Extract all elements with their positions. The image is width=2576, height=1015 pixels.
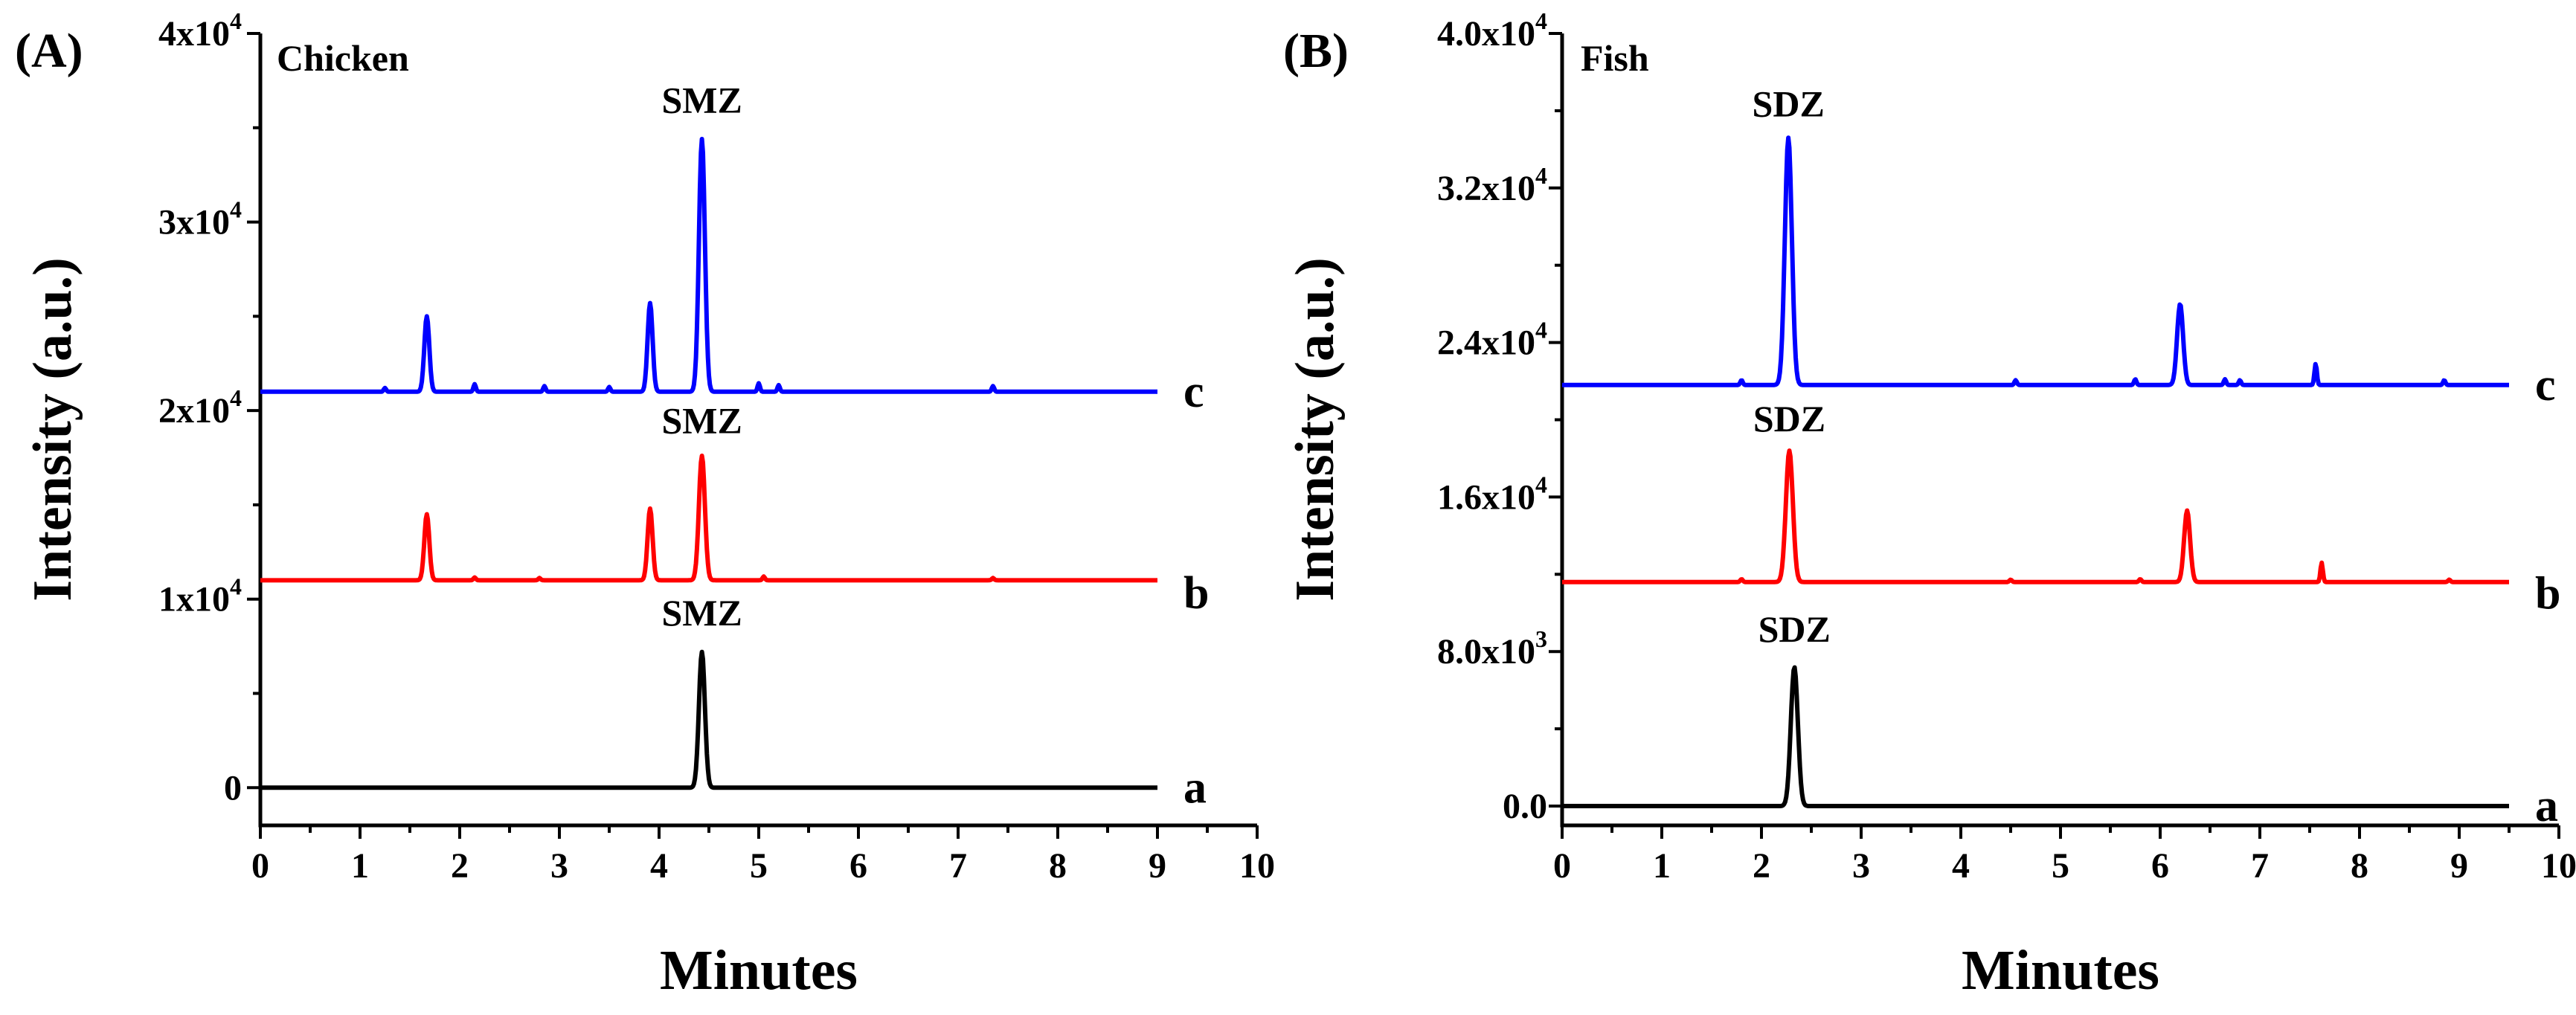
x-tick-label: 6 bbox=[2151, 846, 2169, 886]
y-tick-exponent: 4 bbox=[230, 573, 242, 600]
x-tick-label: 7 bbox=[949, 846, 967, 886]
x-tick-label: 4 bbox=[1952, 846, 1970, 886]
y-tick-mantissa: 0.0 bbox=[1503, 787, 1547, 826]
y-tick-label: 2.4x104 bbox=[1437, 317, 1547, 363]
sample-title: Chicken bbox=[277, 37, 409, 79]
peak-label-c: SMZ bbox=[661, 80, 742, 121]
y-tick-label: 8.0x103 bbox=[1437, 625, 1547, 671]
y-tick-mantissa: 0 bbox=[224, 768, 242, 808]
peak-label-b: SDZ bbox=[1753, 398, 1825, 439]
trace-c bbox=[259, 137, 1159, 394]
y-tick-label: 3.2x104 bbox=[1437, 162, 1547, 208]
y-tick-mantissa: 3.2x10 bbox=[1437, 169, 1535, 208]
x-tick-label: 5 bbox=[750, 846, 768, 886]
trace-a bbox=[259, 649, 1159, 790]
y-tick-mantissa: 8.0x10 bbox=[1437, 632, 1535, 671]
y-tick-label: 0 bbox=[224, 768, 242, 808]
x-axis-title: Minutes bbox=[660, 939, 858, 1002]
peak-label-a: SDZ bbox=[1758, 608, 1831, 650]
y-tick-mantissa: 1.6x10 bbox=[1437, 477, 1535, 517]
x-tick-label: 8 bbox=[2351, 846, 2368, 886]
x-tick-label: 10 bbox=[2541, 846, 2576, 886]
y-tick-exponent: 4 bbox=[230, 7, 242, 34]
trace-letter-c: c bbox=[2535, 360, 2556, 410]
trace-b bbox=[259, 454, 1159, 583]
panel-label: (A) bbox=[15, 24, 83, 78]
y-axis-title: Intensity (a.u.) bbox=[1285, 257, 1346, 602]
y-tick-label: 1.6x104 bbox=[1437, 471, 1547, 517]
y-tick-mantissa: 4.0x10 bbox=[1437, 14, 1535, 54]
y-tick-mantissa: 4x10 bbox=[158, 14, 230, 54]
y-tick-exponent: 4 bbox=[1535, 7, 1547, 34]
x-tick-label: 4 bbox=[650, 846, 668, 886]
peak-label-b: SMZ bbox=[661, 400, 742, 442]
y-tick-exponent: 4 bbox=[230, 196, 242, 223]
x-tick-label: 2 bbox=[451, 846, 469, 886]
x-tick-label: 6 bbox=[849, 846, 867, 886]
y-tick-label: 3x104 bbox=[158, 196, 242, 242]
axis-lines bbox=[258, 33, 1257, 828]
x-tick-label: 10 bbox=[1239, 846, 1275, 886]
x-axis-title: Minutes bbox=[1962, 939, 2159, 1002]
trace-c bbox=[1561, 135, 2511, 387]
x-tick-label: 9 bbox=[2450, 846, 2468, 886]
y-tick-label: 2x104 bbox=[158, 384, 242, 431]
trace-letter-b: b bbox=[1183, 568, 1209, 619]
y-tick-mantissa: 2x10 bbox=[158, 391, 230, 431]
y-tick-label: 4.0x104 bbox=[1437, 7, 1547, 54]
peak-label-c: SDZ bbox=[1753, 83, 1825, 125]
y-tick-exponent: 4 bbox=[1535, 471, 1547, 497]
x-tick-label: 5 bbox=[2052, 846, 2069, 886]
y-tick-label: 1x104 bbox=[158, 573, 242, 619]
y-axis-title: Intensity (a.u.) bbox=[22, 257, 83, 602]
trace-a bbox=[1561, 665, 2511, 808]
x-tick-label: 7 bbox=[2251, 846, 2269, 886]
x-tick-label: 1 bbox=[1653, 846, 1671, 886]
x-tick-label: 2 bbox=[1753, 846, 1770, 886]
y-tick-label: 0.0 bbox=[1503, 787, 1547, 826]
x-tick-label: 3 bbox=[550, 846, 568, 886]
trace-letter-c: c bbox=[1183, 367, 1204, 417]
trace-letter-a: a bbox=[1183, 762, 1207, 813]
x-tick-label: 1 bbox=[351, 846, 369, 886]
trace-b bbox=[1561, 448, 2511, 584]
y-tick-mantissa: 1x10 bbox=[158, 580, 230, 619]
sample-title: Fish bbox=[1581, 37, 1649, 79]
peak-label-a: SMZ bbox=[661, 592, 742, 634]
y-tick-exponent: 3 bbox=[1535, 625, 1547, 652]
trace-letter-a: a bbox=[2535, 781, 2558, 831]
axis-lines bbox=[1560, 33, 2559, 828]
x-tick-label: 3 bbox=[1852, 846, 1870, 886]
y-tick-mantissa: 2.4x10 bbox=[1437, 323, 1535, 363]
x-tick-label: 0 bbox=[1553, 846, 1571, 886]
y-tick-exponent: 4 bbox=[1535, 317, 1547, 344]
y-tick-label: 4x104 bbox=[158, 7, 242, 54]
y-tick-exponent: 4 bbox=[230, 384, 242, 411]
x-tick-label: 9 bbox=[1149, 846, 1166, 886]
panel-label: (B) bbox=[1283, 24, 1349, 78]
x-tick-label: 8 bbox=[1049, 846, 1067, 886]
y-tick-exponent: 4 bbox=[1535, 162, 1547, 189]
x-tick-label: 0 bbox=[251, 846, 269, 886]
panel-b-fish: 0 1 2 3 4 5 6 7 8 9 100.08.0x1031.6x1042.4x1043.2x… bbox=[1283, 7, 2576, 1002]
trace-letter-b: b bbox=[2535, 568, 2560, 619]
y-tick-mantissa: 3x10 bbox=[158, 203, 230, 242]
